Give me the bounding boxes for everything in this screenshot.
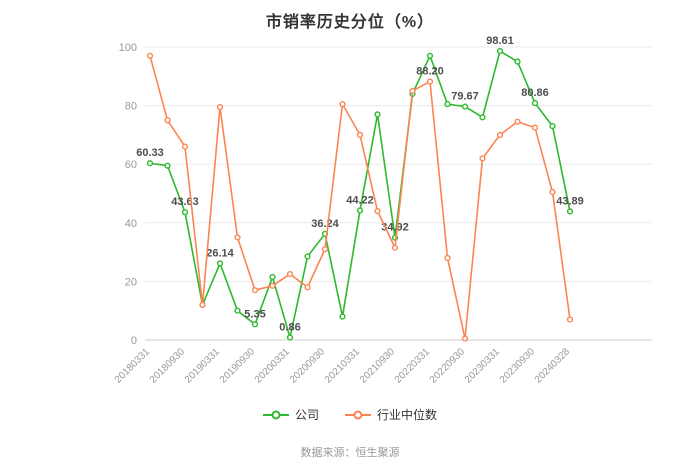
legend-label-company: 公司 (294, 408, 319, 422)
svg-text:100: 100 (119, 42, 137, 54)
svg-text:34.92: 34.92 (381, 222, 409, 234)
svg-text:20240328: 20240328 (533, 346, 573, 386)
svg-text:20200331: 20200331 (253, 346, 293, 386)
svg-text:0: 0 (131, 335, 137, 347)
svg-text:98.61: 98.61 (486, 35, 514, 47)
svg-text:20210331: 20210331 (323, 346, 363, 386)
svg-text:20210930: 20210930 (358, 346, 398, 386)
svg-text:60: 60 (125, 159, 137, 171)
chart-legend: 公司 行业中位数 (0, 406, 700, 423)
svg-text:60.33: 60.33 (136, 147, 164, 159)
legend-label-industry-median: 行业中位数 (377, 408, 438, 422)
svg-text:20200930: 20200930 (288, 346, 328, 386)
svg-text:20230331: 20230331 (463, 346, 503, 386)
svg-text:20180331: 20180331 (113, 346, 153, 386)
svg-text:20: 20 (125, 276, 137, 288)
svg-text:20220930: 20220930 (428, 346, 468, 386)
svg-text:20180930: 20180930 (148, 346, 188, 386)
svg-text:20190930: 20190930 (218, 346, 258, 386)
chart-title: 市销率历史分位（%） (265, 14, 435, 31)
line-marker-icon (345, 410, 371, 419)
svg-text:79.67: 79.67 (451, 91, 479, 103)
svg-text:80: 80 (125, 101, 137, 113)
svg-text:43.63: 43.63 (171, 196, 199, 208)
legend-item-industry-median[interactable]: 行业中位数 (345, 406, 437, 423)
svg-text:36.24: 36.24 (311, 218, 339, 230)
svg-text:80.86: 80.86 (521, 87, 549, 99)
svg-text:0.86: 0.86 (279, 321, 300, 333)
svg-text:44.22: 44.22 (346, 194, 374, 206)
svg-text:20230930: 20230930 (498, 346, 538, 386)
svg-text:26.14: 26.14 (206, 247, 234, 259)
svg-text:88.20: 88.20 (416, 66, 444, 78)
svg-text:20190331: 20190331 (183, 346, 223, 386)
svg-text:20220331: 20220331 (393, 346, 433, 386)
svg-text:5.35: 5.35 (244, 308, 265, 320)
legend-item-company[interactable]: 公司 (262, 406, 319, 423)
svg-text:40: 40 (125, 218, 137, 230)
data-source: 数据来源：恒生聚源 (300, 447, 400, 459)
svg-text:43.89: 43.89 (556, 195, 584, 207)
line-marker-icon (262, 410, 289, 419)
